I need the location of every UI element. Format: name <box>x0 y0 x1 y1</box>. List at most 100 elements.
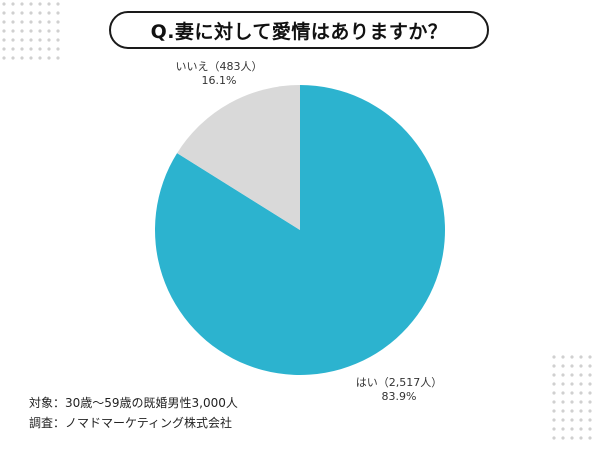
decorative-dot <box>552 400 556 404</box>
decorative-dot <box>552 391 556 395</box>
decorative-dot <box>561 364 565 368</box>
slice-label-no-name: いいえ（483人） <box>175 60 263 73</box>
decorative-dot <box>20 38 24 42</box>
decorative-dot <box>552 427 556 431</box>
decorative-dot <box>2 29 6 33</box>
decorative-dot <box>20 2 24 6</box>
decorative-dot <box>588 436 592 440</box>
decorative-dot <box>579 373 583 377</box>
decorative-dot <box>38 20 42 24</box>
decorative-dot <box>11 2 15 6</box>
decorative-dot <box>579 418 583 422</box>
decorative-dot <box>2 38 6 42</box>
decorative-dot <box>11 11 15 15</box>
decorative-dot <box>38 2 42 6</box>
decorative-dot <box>552 382 556 386</box>
decorative-dot <box>579 355 583 359</box>
decorative-dot <box>570 373 574 377</box>
decorative-dot <box>2 56 6 60</box>
decorative-dot <box>47 56 51 60</box>
decorative-dot <box>2 2 6 6</box>
decorative-dot <box>588 373 592 377</box>
slice-label-yes-name: はい（2,517人） <box>355 376 443 389</box>
decorative-dot <box>552 355 556 359</box>
decorative-dot <box>552 409 556 413</box>
decorative-dot <box>570 418 574 422</box>
decorative-dot <box>561 355 565 359</box>
decorative-dot <box>11 20 15 24</box>
decorative-dot <box>56 38 60 42</box>
decorative-dot <box>561 400 565 404</box>
decorative-dot <box>11 56 15 60</box>
question-title-box: Q.妻に対して愛情はありますか？ <box>109 11 489 49</box>
decorative-dot <box>38 47 42 51</box>
decorative-dot <box>47 2 51 6</box>
decorative-dot <box>570 436 574 440</box>
decorative-dot <box>29 38 33 42</box>
decorative-dot <box>20 56 24 60</box>
decorative-dot <box>561 391 565 395</box>
decorative-dot <box>579 382 583 386</box>
decorative-dot <box>56 20 60 24</box>
decorative-dot <box>20 20 24 24</box>
decorative-dot <box>588 382 592 386</box>
decorative-dot <box>29 47 33 51</box>
decorative-dot <box>11 29 15 33</box>
decorative-dot <box>579 400 583 404</box>
decorative-dot <box>20 11 24 15</box>
decorative-dot <box>47 29 51 33</box>
decorative-dot <box>588 364 592 368</box>
decorative-dot <box>588 355 592 359</box>
decorative-dot <box>570 391 574 395</box>
decorative-dot <box>56 11 60 15</box>
decorative-dot <box>38 29 42 33</box>
decorative-dot <box>570 409 574 413</box>
decorative-dot <box>29 20 33 24</box>
decorative-dot <box>47 38 51 42</box>
decorative-dot <box>561 382 565 386</box>
decorative-dot <box>56 2 60 6</box>
decorative-dot <box>552 373 556 377</box>
footnote-subjects: 対象：30歳～59歳の既婚男性3,000人 <box>29 396 238 410</box>
decorative-dot <box>2 47 6 51</box>
decorative-dot-pattern-bottom-right <box>552 355 592 440</box>
decorative-dot <box>561 373 565 377</box>
decorative-dot <box>47 11 51 15</box>
decorative-dot <box>570 364 574 368</box>
decorative-dot <box>29 2 33 6</box>
decorative-dot <box>561 418 565 422</box>
slice-label-no: いいえ（483人） 16.1% <box>164 60 274 88</box>
decorative-dot <box>588 418 592 422</box>
decorative-dot <box>20 29 24 33</box>
decorative-dot <box>20 47 24 51</box>
decorative-dot <box>579 427 583 431</box>
pie-slice-yes <box>155 85 446 375</box>
decorative-dot <box>588 400 592 404</box>
slice-label-yes-percent: 83.9% <box>381 390 417 403</box>
decorative-dot <box>561 436 565 440</box>
decorative-dot <box>47 47 51 51</box>
pie-slice-no <box>177 85 300 230</box>
decorative-dot <box>56 47 60 51</box>
decorative-dot <box>11 47 15 51</box>
decorative-dot <box>56 29 60 33</box>
decorative-dot <box>561 427 565 431</box>
decorative-dot <box>588 409 592 413</box>
decorative-dot <box>552 418 556 422</box>
decorative-dot <box>38 11 42 15</box>
decorative-dot <box>579 391 583 395</box>
slice-label-yes: はい（2,517人） 83.9% <box>344 376 454 404</box>
slice-label-no-percent: 16.1% <box>201 74 237 87</box>
decorative-dot <box>47 20 51 24</box>
decorative-dot <box>29 56 33 60</box>
decorative-dot <box>2 11 6 15</box>
decorative-dot <box>38 38 42 42</box>
decorative-dot <box>56 56 60 60</box>
decorative-dot <box>2 20 6 24</box>
footnote-survey: 調査：ノマドマーケティング株式会社 <box>29 416 233 430</box>
decorative-dot <box>588 391 592 395</box>
chart-title: Q.妻に対して愛情はありますか？ <box>150 20 448 43</box>
decorative-dot <box>579 409 583 413</box>
decorative-dot <box>552 364 556 368</box>
